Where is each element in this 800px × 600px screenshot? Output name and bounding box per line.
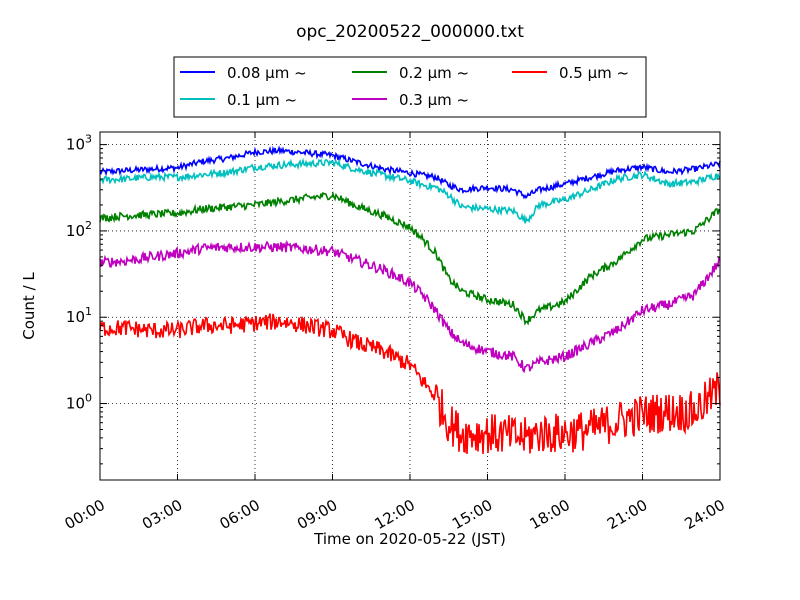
legend: 0.08 μm ~ 0.1 μm ~ 0.2 μm ~ 0.3 μm ~ 0.5 μm … (173, 56, 647, 118)
x-tick-label: 15:00 (449, 496, 495, 533)
legend-label: 0.1 μm ~ (227, 91, 297, 109)
tick-layer (99, 132, 721, 480)
x-axis-label: Time on 2020-05-22 (JST) (313, 530, 506, 548)
x-tick-label: 21:00 (604, 496, 650, 533)
legend-items: 0.08 μm ~ 0.1 μm ~ 0.2 μm ~ 0.3 μm ~ 0.5 μm … (180, 64, 629, 109)
x-tick-label: 12:00 (372, 496, 418, 533)
plot-area (100, 132, 720, 480)
grid-layer (100, 132, 720, 480)
y-tick-label: 103 (66, 133, 92, 154)
x-tick-label: 09:00 (294, 496, 340, 533)
chart-title: opc_20200522_000000.txt (296, 22, 524, 42)
series-line (99, 157, 721, 224)
y-tick-label: 102 (66, 219, 92, 240)
y-tick-label: 100 (66, 392, 92, 413)
series-layer (99, 145, 721, 455)
series-line (99, 239, 721, 374)
series-line (99, 145, 721, 200)
legend-label: 0.2 μm ~ (399, 64, 469, 82)
x-tick-label: 18:00 (527, 496, 573, 533)
x-tick-label: 24:00 (682, 496, 728, 533)
x-tick-label: 00:00 (62, 496, 108, 533)
series-line (99, 313, 721, 455)
legend-label: 0.5 μm ~ (559, 64, 629, 82)
x-tick-label: 06:00 (217, 496, 263, 533)
series-line (99, 191, 721, 326)
legend-label: 0.08 μm ~ (227, 64, 307, 82)
x-tick-label: 03:00 (139, 496, 185, 533)
y-axis-label: Count / L (20, 272, 38, 340)
y-tick-label: 101 (66, 305, 92, 326)
x-tick-labels: 00:00 03:00 06:00 09:00 12:00 15:00 18:00 21:00… (62, 496, 728, 533)
legend-box (173, 56, 647, 118)
legend-label: 0.3 μm ~ (399, 91, 469, 109)
y-tick-labels: 100 101 102 103 (66, 133, 92, 413)
